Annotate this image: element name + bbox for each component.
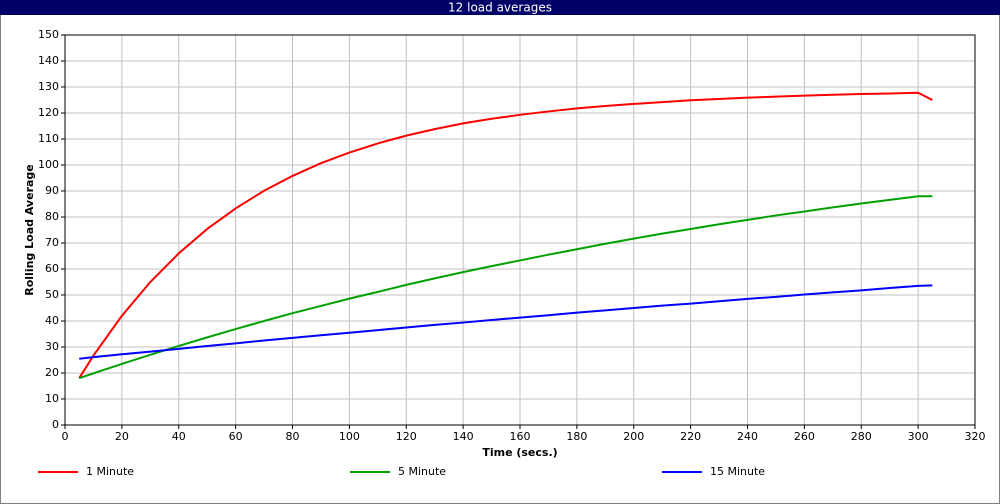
y-tick-label: 60 [45,262,59,275]
y-tick-label: 80 [45,210,59,223]
x-tick-label: 40 [172,430,186,443]
x-tick-label: 260 [794,430,815,443]
x-tick-label: 180 [566,430,587,443]
x-tick-label: 300 [908,430,929,443]
y-tick-label: 150 [38,28,59,41]
y-tick-label: 100 [38,158,59,171]
x-tick-label: 120 [396,430,417,443]
x-tick-label: 100 [339,430,360,443]
x-tick-label: 20 [115,430,129,443]
x-tick-label: 60 [229,430,243,443]
y-tick-label: 90 [45,184,59,197]
x-tick-label: 200 [623,430,644,443]
x-axis-label: Time (secs.) [482,446,557,459]
y-axis-label: Rolling Load Average [23,164,36,296]
x-tick-label: 240 [737,430,758,443]
legend-label: 5 Minute [398,465,446,478]
data-line [79,284,933,360]
chart-title: 12 load averages [448,1,552,15]
x-tick-label: 220 [680,430,701,443]
y-tick-label: 130 [38,80,59,93]
y-tick-label: 120 [38,106,59,119]
y-tick-label: 20 [45,366,59,379]
legend-label: 15 Minute [710,465,765,478]
y-tick-label: 30 [45,340,59,353]
title-bar [0,0,1000,15]
y-tick-label: 50 [45,288,59,301]
x-tick-label: 320 [965,430,986,443]
x-tick-label: 280 [851,430,872,443]
plot-border [64,34,976,426]
y-tick-label: 10 [45,392,59,405]
y-tick-label: 40 [45,314,59,327]
x-tick-label: 140 [453,430,474,443]
x-tick-label: 0 [62,430,69,443]
y-tick-label: 140 [38,54,59,67]
x-tick-label: 80 [286,430,300,443]
data-line [78,91,933,379]
x-tick-label: 160 [510,430,531,443]
y-tick-label: 0 [52,418,59,431]
y-tick-label: 110 [38,132,59,145]
legend-label: 1 Minute [86,465,134,478]
data-line [78,195,933,380]
y-tick-label: 70 [45,236,59,249]
